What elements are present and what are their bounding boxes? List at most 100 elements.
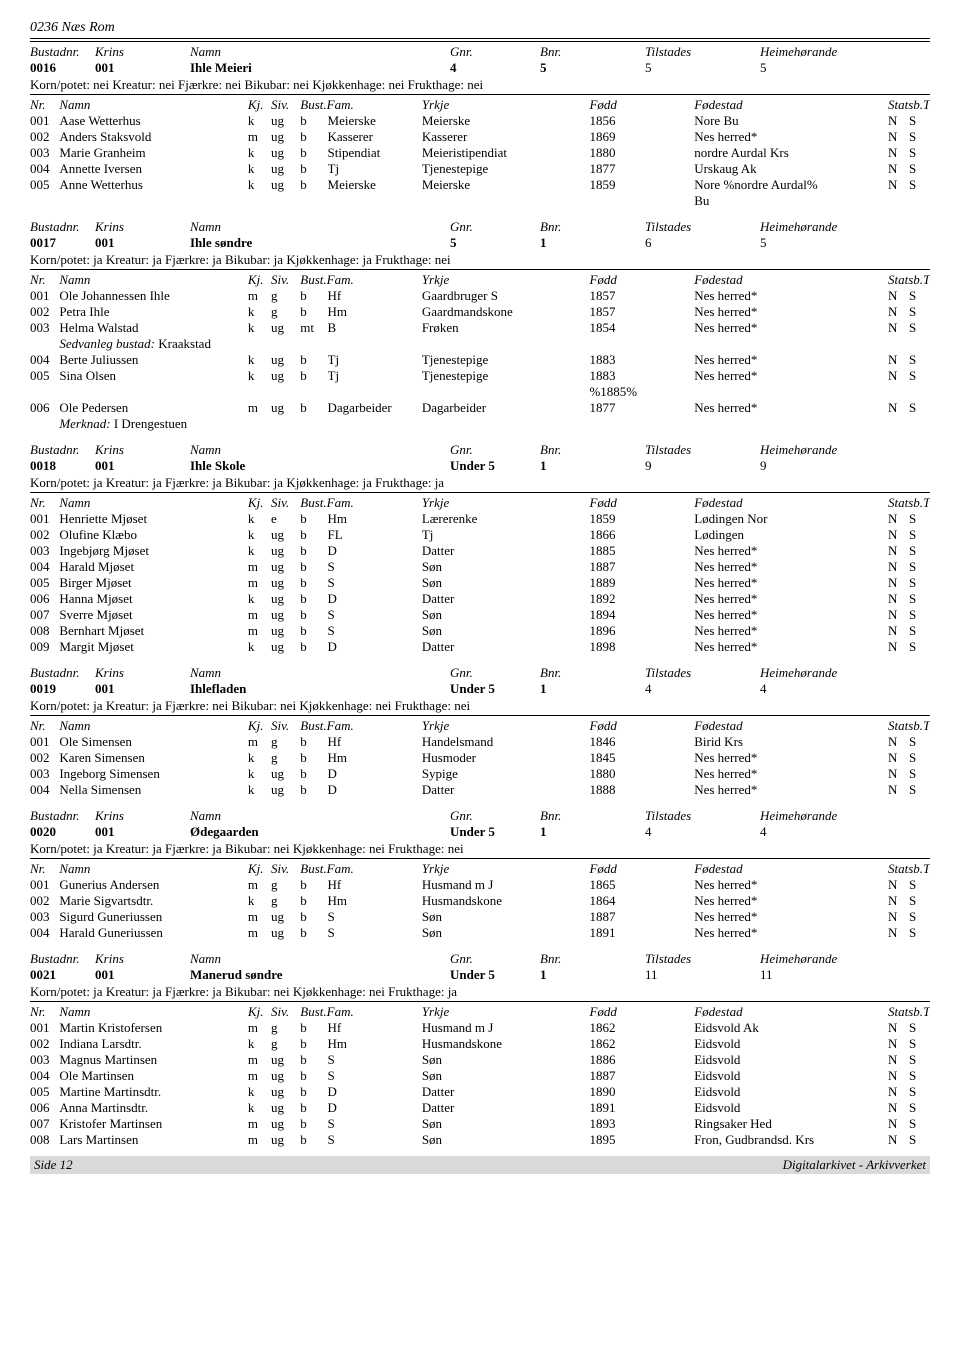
c-fstad: Eidsvold xyxy=(694,1052,888,1068)
person-row: 008 Bernhart Mjøset m ug b S Søn 1896 Ne… xyxy=(30,623,930,639)
c-tru: S xyxy=(909,400,930,416)
person-table: Nr. Namn Kj. Siv. Bust.Fam. Yrkje Fødd F… xyxy=(30,495,930,655)
c-nr: 006 xyxy=(30,591,59,607)
v-bnr: 1 xyxy=(540,235,645,251)
c-bust: b xyxy=(300,129,327,145)
c-yrkje: Husmoder xyxy=(422,750,590,766)
h-bnr: Bnr. xyxy=(540,442,645,458)
c-fodd: 1880 xyxy=(589,766,694,782)
c-fam: Hm xyxy=(328,893,422,909)
c-nr: 008 xyxy=(30,623,59,639)
c-yrkje: Husmand m J xyxy=(422,877,590,893)
c-sb: N xyxy=(888,320,909,336)
c-sb: N xyxy=(888,368,909,384)
c-bust: b xyxy=(300,607,327,623)
c-fstad: Nes herred* xyxy=(694,877,888,893)
c-siv: ug xyxy=(271,161,300,177)
person-row: 002 Indiana Larsdtr. k g b Hm Husmandsko… xyxy=(30,1036,930,1052)
person-table: Nr. Namn Kj. Siv. Bust.Fam. Yrkje Fødd F… xyxy=(30,861,930,941)
c-fodd2 xyxy=(589,193,694,209)
v-namn: Ihle Skole xyxy=(190,458,450,474)
c-nr: 007 xyxy=(30,607,59,623)
ph-namn: Namn xyxy=(59,1004,248,1020)
ph-nr: Nr. xyxy=(30,97,59,113)
c-yrkje: Søn xyxy=(422,1052,590,1068)
ph-bustfam: Bust.Fam. xyxy=(300,718,422,734)
c-sb: N xyxy=(888,177,909,193)
c-nr: 004 xyxy=(30,161,59,177)
c-nr: 003 xyxy=(30,1052,59,1068)
c-yrkje: Søn xyxy=(422,909,590,925)
c-fstad: Nes herred* xyxy=(694,766,888,782)
c-kj: m xyxy=(248,925,271,941)
c-fodd: 1891 xyxy=(589,1100,694,1116)
c-tru: S xyxy=(909,575,930,591)
c-kj: k xyxy=(248,591,271,607)
c-bust: b xyxy=(300,750,327,766)
c-sb: N xyxy=(888,909,909,925)
h-bustadnr: Bustadnr. xyxy=(30,951,95,967)
c-tru: S xyxy=(909,925,930,941)
h-heim: Heimehørande xyxy=(760,219,930,235)
c-bust: b xyxy=(300,527,327,543)
c-kj: k xyxy=(248,320,271,336)
ph-namn: Namn xyxy=(59,272,248,288)
person-row: 002 Marie Sigvartsdtr. k g b Hm Husmands… xyxy=(30,893,930,909)
c-nr: 001 xyxy=(30,113,59,129)
ph-nr: Nr. xyxy=(30,861,59,877)
person-row: 003 Sigurd Guneriussen m ug b S Søn 1887… xyxy=(30,909,930,925)
c-kj: m xyxy=(248,909,271,925)
c-namn: Margit Mjøset xyxy=(59,639,248,655)
c-fam: Hm xyxy=(328,304,422,320)
c-yrkje: Tj xyxy=(422,527,590,543)
ph-yrkje: Yrkje xyxy=(422,272,590,288)
c-bust: b xyxy=(300,1052,327,1068)
c-fam: D xyxy=(328,639,422,655)
c-nr: 006 xyxy=(30,1100,59,1116)
c-fstad: Nes herred* xyxy=(694,400,888,416)
c-siv: e xyxy=(271,511,300,527)
h-gnr: Gnr. xyxy=(450,665,540,681)
ph-fodestad: Fødestad xyxy=(694,495,888,511)
c-namn: Martine Martinsdtr. xyxy=(59,1084,248,1100)
c-yrkje: Handelsmand xyxy=(422,734,590,750)
c-nr: 009 xyxy=(30,639,59,655)
c-fstad: Birid Krs xyxy=(694,734,888,750)
person-row: 004 Nella Simensen k ug b D Datter 1888 … xyxy=(30,782,930,798)
c-sb: N xyxy=(888,161,909,177)
c-sb: N xyxy=(888,1052,909,1068)
c-bust: b xyxy=(300,511,327,527)
c-sb: N xyxy=(888,559,909,575)
person-row: 004 Berte Juliussen k ug b Tj Tjenestepi… xyxy=(30,352,930,368)
ph-fodd: Fødd xyxy=(589,495,694,511)
ph-kj: Kj. xyxy=(248,718,271,734)
c-nr: 002 xyxy=(30,527,59,543)
c-siv: ug xyxy=(271,1068,300,1084)
c-namn: Lars Martinsen xyxy=(59,1132,248,1148)
c-fodd: 1896 xyxy=(589,623,694,639)
h-heim: Heimehørande xyxy=(760,442,930,458)
c-yrkje: Husmandskone xyxy=(422,1036,590,1052)
c-siv: ug xyxy=(271,623,300,639)
person-row: 007 Sverre Mjøset m ug b S Søn 1894 Nes … xyxy=(30,607,930,623)
c-fstad: Nes herred* xyxy=(694,782,888,798)
c-fstad: Nes herred* xyxy=(694,639,888,655)
v-bustadnr: 0018 xyxy=(30,458,95,474)
c-fodd: 1857 xyxy=(589,304,694,320)
c-sb: N xyxy=(888,1132,909,1148)
ph-fodestad: Fødestad xyxy=(694,861,888,877)
c-yrkje: Søn xyxy=(422,559,590,575)
c-sb: N xyxy=(888,288,909,304)
c-yrkje: Meieristipendiat xyxy=(422,145,590,161)
c-tru: S xyxy=(909,607,930,623)
c-bust: b xyxy=(300,1116,327,1132)
c-namn: Kristofer Martinsen xyxy=(59,1116,248,1132)
c-fodd: 1898 xyxy=(589,639,694,655)
c-kj: k xyxy=(248,543,271,559)
c-kj: k xyxy=(248,1084,271,1100)
c-fam: Dagarbeider xyxy=(328,400,422,416)
c-fstad: Nes herred* xyxy=(694,909,888,925)
divider xyxy=(30,41,930,42)
v-bustadnr: 0019 xyxy=(30,681,95,697)
v-gnr: 5 xyxy=(450,235,540,251)
